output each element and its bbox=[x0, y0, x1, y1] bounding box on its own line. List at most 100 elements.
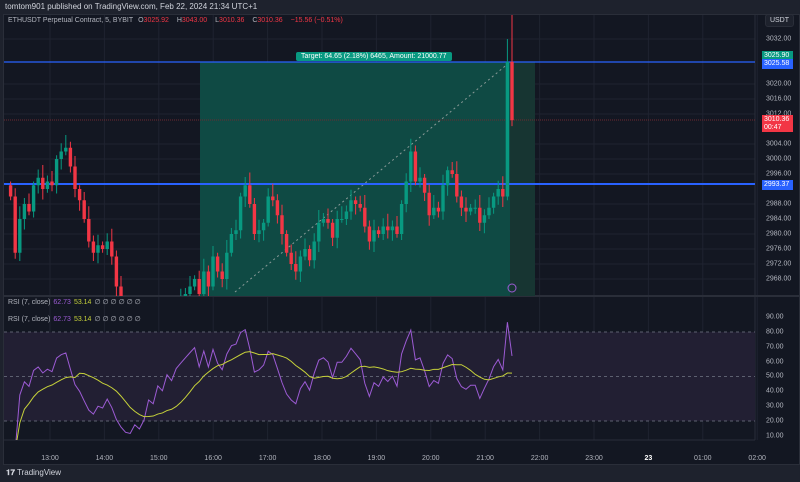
candle-body bbox=[119, 286, 123, 296]
candle-body bbox=[321, 219, 326, 223]
time-tick: 01:00 bbox=[694, 455, 712, 462]
brand-name: TradingView bbox=[16, 468, 62, 477]
rsi-line bbox=[15, 322, 513, 440]
price-tick: 3004.00 bbox=[766, 140, 792, 148]
symbol-name: ETHUSDT Perpetual Contract, 5, BYBIT bbox=[8, 17, 134, 24]
open-value: 3025.92 bbox=[143, 17, 169, 24]
candle-body bbox=[175, 309, 178, 324]
candle-body bbox=[432, 207, 436, 216]
candle-body bbox=[280, 215, 284, 234]
candle-body bbox=[376, 230, 381, 234]
rsi-placeholders: ∅ ∅ ∅ ∅ ∅ ∅ bbox=[94, 299, 141, 306]
target-zone bbox=[200, 62, 510, 296]
candle-body bbox=[220, 271, 224, 279]
time-tick: 15:00 bbox=[150, 455, 168, 462]
candle-body bbox=[261, 222, 266, 231]
candle-body bbox=[418, 177, 422, 182]
price-tick: 2988.00 bbox=[766, 200, 792, 208]
rsi-legend[interactable]: RSI (7, close) 62.73 53.14 ∅ ∅ ∅ ∅ ∅ ∅ bbox=[8, 315, 144, 323]
time-tick: 02:00 bbox=[748, 455, 766, 462]
rsi-legend-main[interactable]: RSI (7, close) 62.73 53.14 ∅ ∅ ∅ ∅ ∅ ∅ bbox=[8, 298, 144, 306]
candle-body bbox=[238, 196, 243, 231]
candle-body bbox=[234, 230, 238, 234]
tradingview-logo[interactable]: 𝟏𝟕 TradingView bbox=[6, 468, 62, 477]
candle-body bbox=[197, 279, 201, 294]
candle-body bbox=[473, 207, 477, 209]
rsi-placeholders: ∅ ∅ ∅ ∅ ∅ ∅ bbox=[94, 316, 141, 323]
price-tick: 2996.00 bbox=[766, 170, 792, 178]
last-price: 3010.36 bbox=[764, 116, 790, 123]
rsi-tick: 50.00 bbox=[766, 372, 784, 380]
open-label: O bbox=[138, 17, 144, 24]
candle-body bbox=[317, 222, 321, 242]
candle-body bbox=[455, 174, 459, 197]
rsi-tick: 20.00 bbox=[766, 417, 784, 425]
candle-body bbox=[114, 256, 119, 287]
candle-body bbox=[340, 219, 344, 220]
rsi-value: 62.73 bbox=[53, 299, 71, 306]
candle-body bbox=[8, 185, 13, 197]
price-tick: 3016.00 bbox=[766, 95, 792, 103]
candle-body bbox=[31, 185, 36, 212]
candle-body bbox=[110, 241, 114, 257]
candle-body bbox=[501, 189, 505, 197]
candle-body bbox=[441, 185, 445, 212]
price-tick: 2972.00 bbox=[766, 260, 792, 268]
candle-body bbox=[215, 256, 220, 272]
candle-body bbox=[335, 219, 339, 238]
candle-body bbox=[464, 207, 468, 212]
rsi-tick: 40.00 bbox=[766, 387, 784, 395]
symbol-legend[interactable]: ETHUSDT Perpetual Contract, 5, BYBIT O30… bbox=[8, 17, 346, 24]
candle-body bbox=[82, 200, 86, 219]
candle-body bbox=[349, 200, 353, 212]
candle-body bbox=[183, 294, 188, 296]
candle-body bbox=[22, 204, 27, 219]
price-tick: 3012.00 bbox=[766, 110, 792, 118]
candle-body bbox=[353, 200, 358, 204]
candle-body bbox=[298, 256, 303, 272]
candle-body bbox=[18, 219, 22, 253]
candle-body bbox=[100, 245, 105, 249]
candle-body bbox=[87, 219, 91, 242]
candle-body bbox=[275, 200, 280, 216]
rsi-name: RSI (7, close) bbox=[8, 316, 51, 323]
candle-body bbox=[170, 317, 173, 325]
candle-body bbox=[289, 252, 293, 264]
rsi-ma-value: 53.14 bbox=[73, 299, 92, 306]
price-tick: 2976.00 bbox=[766, 245, 792, 253]
low-label: L bbox=[215, 17, 220, 24]
line-top-badge: 3025.58 bbox=[762, 59, 793, 69]
candle-body bbox=[45, 181, 50, 189]
target-price-badge: 3025.90 bbox=[762, 51, 793, 61]
rsi-tick: 90.00 bbox=[766, 313, 784, 321]
candle-body bbox=[505, 61, 510, 197]
candle-body bbox=[271, 196, 275, 201]
time-tick: 16:00 bbox=[204, 455, 222, 462]
candle-body bbox=[491, 196, 496, 208]
candle-body bbox=[54, 159, 59, 186]
rsi-tick: 30.00 bbox=[766, 402, 784, 410]
candle-body bbox=[459, 196, 464, 208]
line-bottom-badge: 2993.37 bbox=[762, 180, 793, 190]
rsi-tick: 70.00 bbox=[766, 343, 784, 351]
candle-body bbox=[303, 249, 307, 257]
candle-body bbox=[312, 241, 316, 261]
candle-body bbox=[381, 226, 385, 234]
candle-body bbox=[395, 226, 399, 234]
candle-body bbox=[436, 207, 441, 212]
high-value: 3043.00 bbox=[181, 17, 208, 24]
currency-button[interactable]: USDT bbox=[764, 14, 794, 27]
rsi-tick: 10.00 bbox=[766, 432, 784, 440]
low-value: 3010.36 bbox=[219, 17, 245, 24]
candle-body bbox=[445, 170, 450, 186]
candle-body bbox=[41, 177, 45, 189]
candle-body bbox=[409, 151, 413, 182]
candle-body bbox=[179, 302, 182, 310]
candle-body bbox=[427, 192, 431, 216]
candle-body bbox=[202, 271, 206, 294]
target-zone-future bbox=[510, 62, 535, 296]
candle-body bbox=[386, 226, 390, 231]
candle-body bbox=[487, 207, 491, 216]
candle-body bbox=[330, 222, 335, 238]
